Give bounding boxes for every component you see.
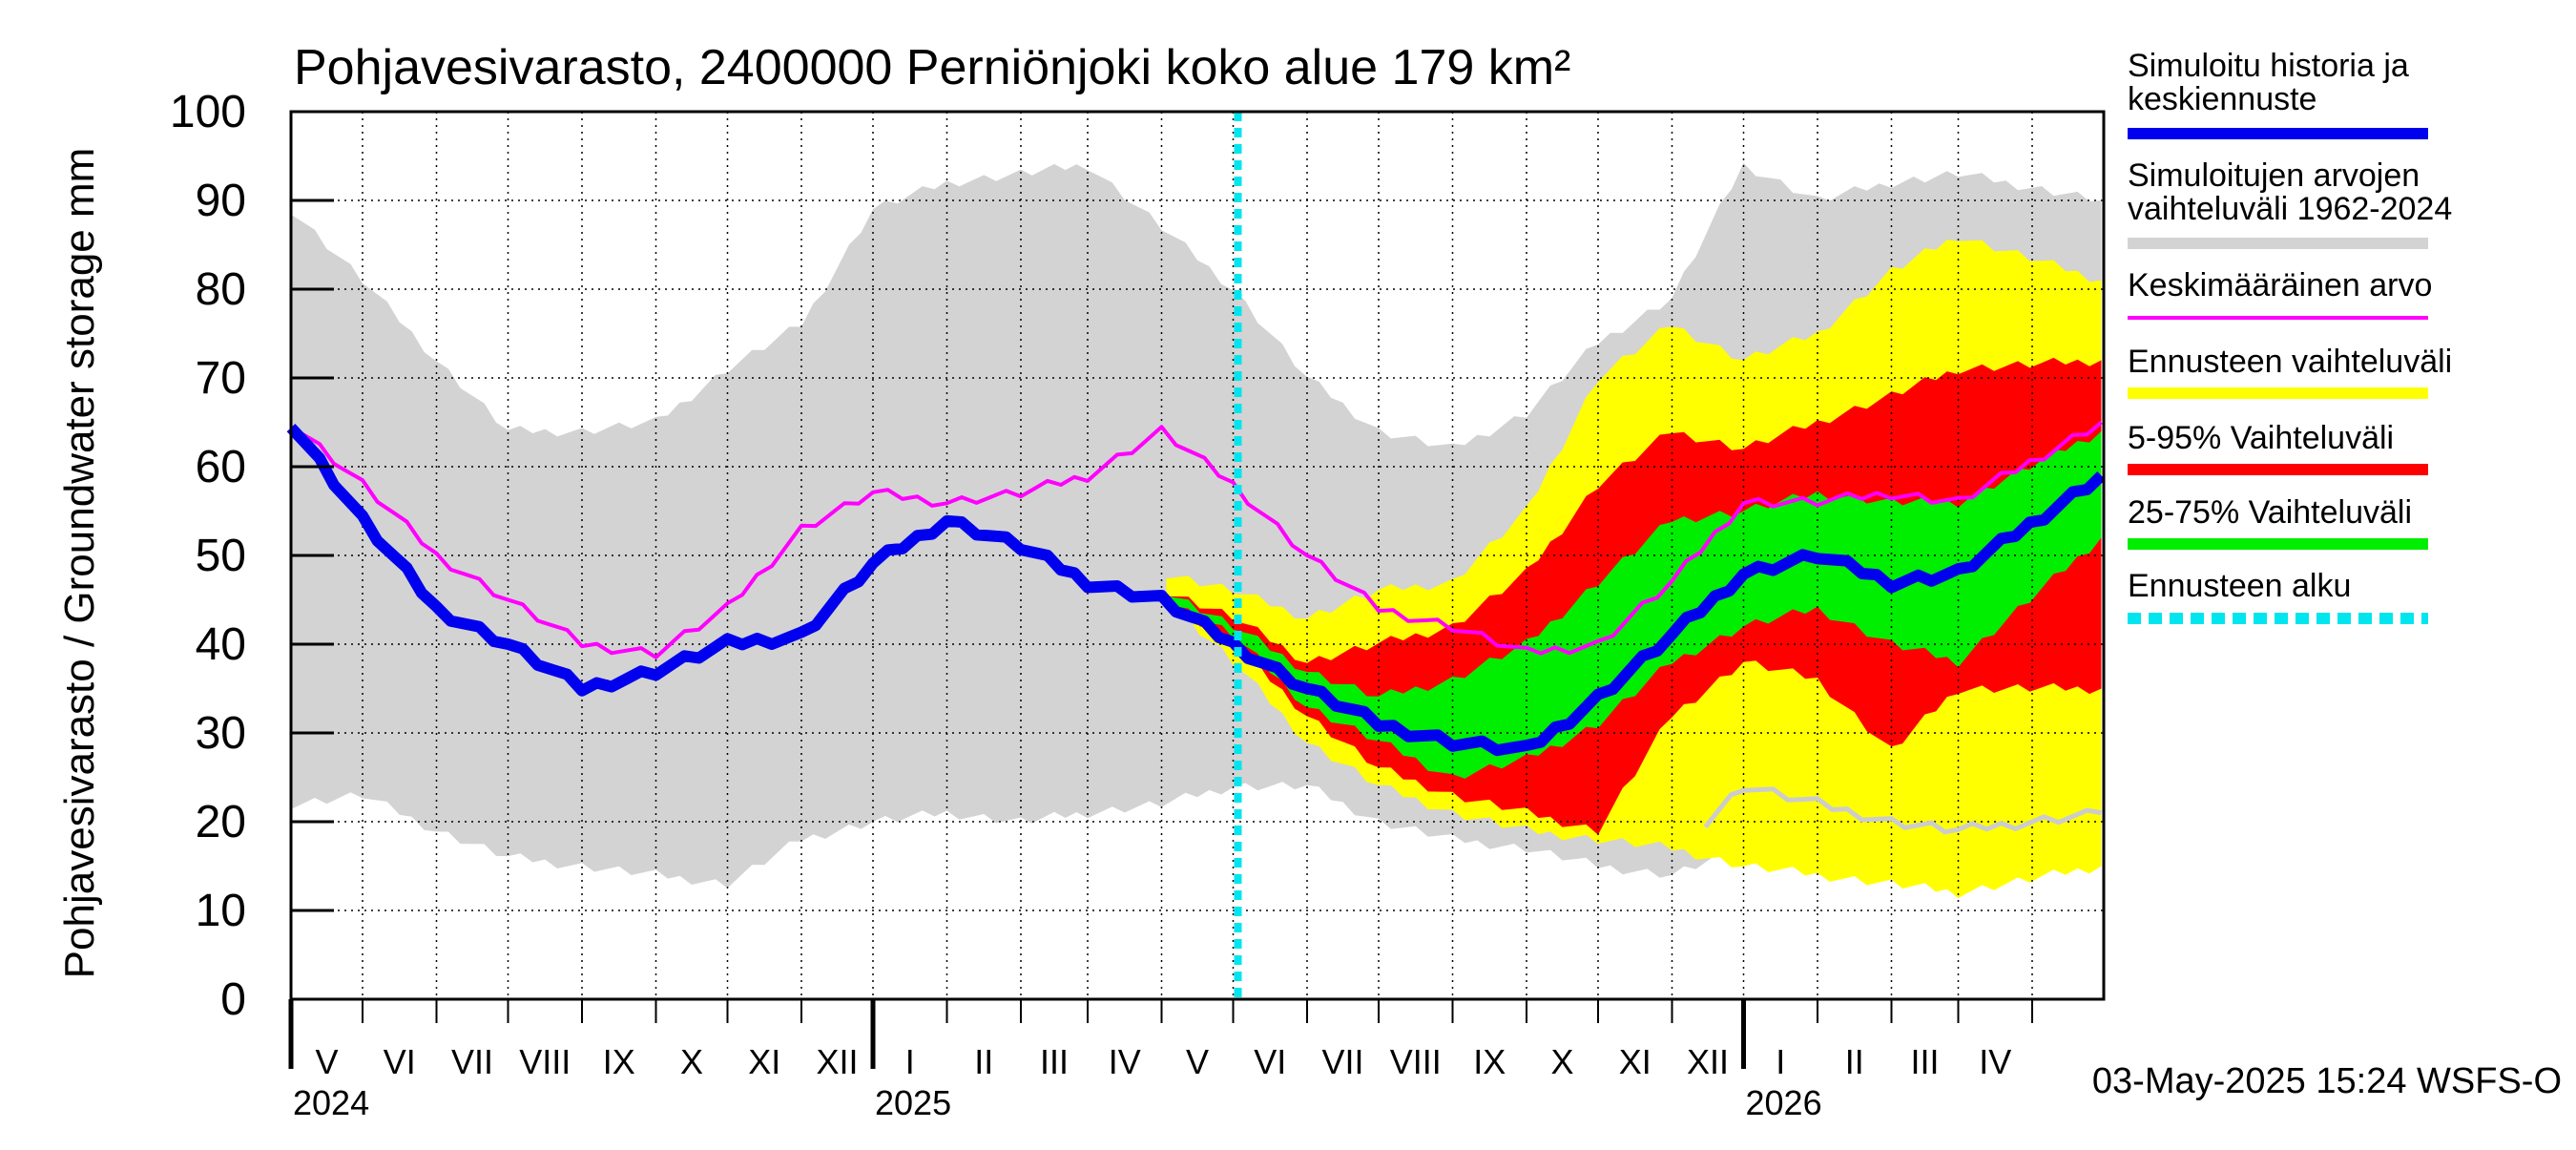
y-tick-label-20: 20 — [196, 797, 246, 847]
x-month-label-23: IV — [1979, 1042, 2011, 1081]
x-month-label-15: VIII — [1390, 1042, 1442, 1081]
y-tick-label-30: 30 — [196, 708, 246, 759]
mean-forecast-line — [286, 423, 2106, 757]
average-line — [290, 420, 2103, 659]
x-month-label-5: X — [680, 1042, 703, 1081]
x-year-label-0: 2024 — [293, 1083, 369, 1122]
chart-title: Pohjavesivarasto, 2400000 Perniönjoki ko… — [294, 40, 1570, 95]
x-month-label-3: VIII — [519, 1042, 571, 1081]
x-month-label-18: XI — [1619, 1042, 1652, 1081]
x-month-label-2: VII — [451, 1042, 493, 1081]
y-tick-label-90: 90 — [196, 176, 246, 226]
legend-label-6: Ennusteen alku — [2128, 568, 2351, 604]
x-month-label-0: V — [315, 1042, 338, 1081]
x-month-label-19: XII — [1687, 1042, 1729, 1081]
x-month-label-1: VI — [384, 1042, 416, 1081]
x-month-label-13: VI — [1254, 1042, 1286, 1081]
x-month-label-10: III — [1040, 1042, 1069, 1081]
series-lines — [286, 112, 2106, 999]
y-tick-label-70: 70 — [196, 353, 246, 404]
x-month-label-6: XI — [748, 1042, 780, 1081]
y-tick-label-60: 60 — [196, 442, 246, 492]
y-tick-label-100: 100 — [170, 87, 246, 137]
x-month-label-21: II — [1845, 1042, 1864, 1081]
footer-timestamp: 03-May-2025 15:24 WSFS-O — [2092, 1061, 2562, 1101]
x-month-label-9: II — [974, 1042, 993, 1081]
gray-line — [1703, 786, 2102, 835]
y-tick-label-80: 80 — [196, 264, 246, 315]
x-month-label-11: IV — [1109, 1042, 1141, 1081]
x-month-label-17: X — [1550, 1042, 1573, 1081]
legend-label-5: 25-75% Vaihteluväli — [2128, 494, 2412, 531]
y-axis-label: Pohjavesivarasto / Groundwater storage m… — [56, 148, 103, 979]
x-month-label-8: I — [905, 1042, 915, 1081]
x-month-label-16: IX — [1473, 1042, 1506, 1081]
y-tick-label-40: 40 — [196, 619, 246, 670]
x-year-label-2: 2026 — [1746, 1083, 1822, 1122]
legend-label-4: 5-95% Vaihteluväli — [2128, 420, 2394, 456]
legend-label-1-1: vaihteluväli 1962-2024 — [2128, 191, 2452, 227]
y-tick-label-50: 50 — [196, 531, 246, 581]
y-tick-label-0: 0 — [220, 974, 246, 1025]
legend-label-0-1: keskiennuste — [2128, 81, 2316, 117]
x-month-label-4: IX — [603, 1042, 635, 1081]
legend-label-0: Simuloitu historia ja — [2128, 48, 2409, 84]
legend-label-1: Simuloitujen arvojen — [2128, 157, 2420, 194]
x-month-label-20: I — [1776, 1042, 1785, 1081]
legend-label-2: Keskimääräinen arvo — [2128, 267, 2432, 303]
x-month-label-12: V — [1186, 1042, 1209, 1081]
y-tick-label-10: 10 — [196, 886, 246, 936]
legend-label-3: Ennusteen vaihteluväli — [2128, 344, 2452, 380]
x-month-label-14: VII — [1321, 1042, 1363, 1081]
x-month-label-22: III — [1910, 1042, 1939, 1081]
band-3 — [1166, 430, 2102, 779]
x-month-label-7: XII — [816, 1042, 858, 1081]
x-year-label-1: 2025 — [875, 1083, 951, 1122]
